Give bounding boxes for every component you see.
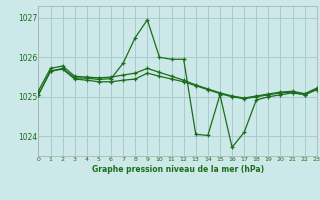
- X-axis label: Graphe pression niveau de la mer (hPa): Graphe pression niveau de la mer (hPa): [92, 165, 264, 174]
